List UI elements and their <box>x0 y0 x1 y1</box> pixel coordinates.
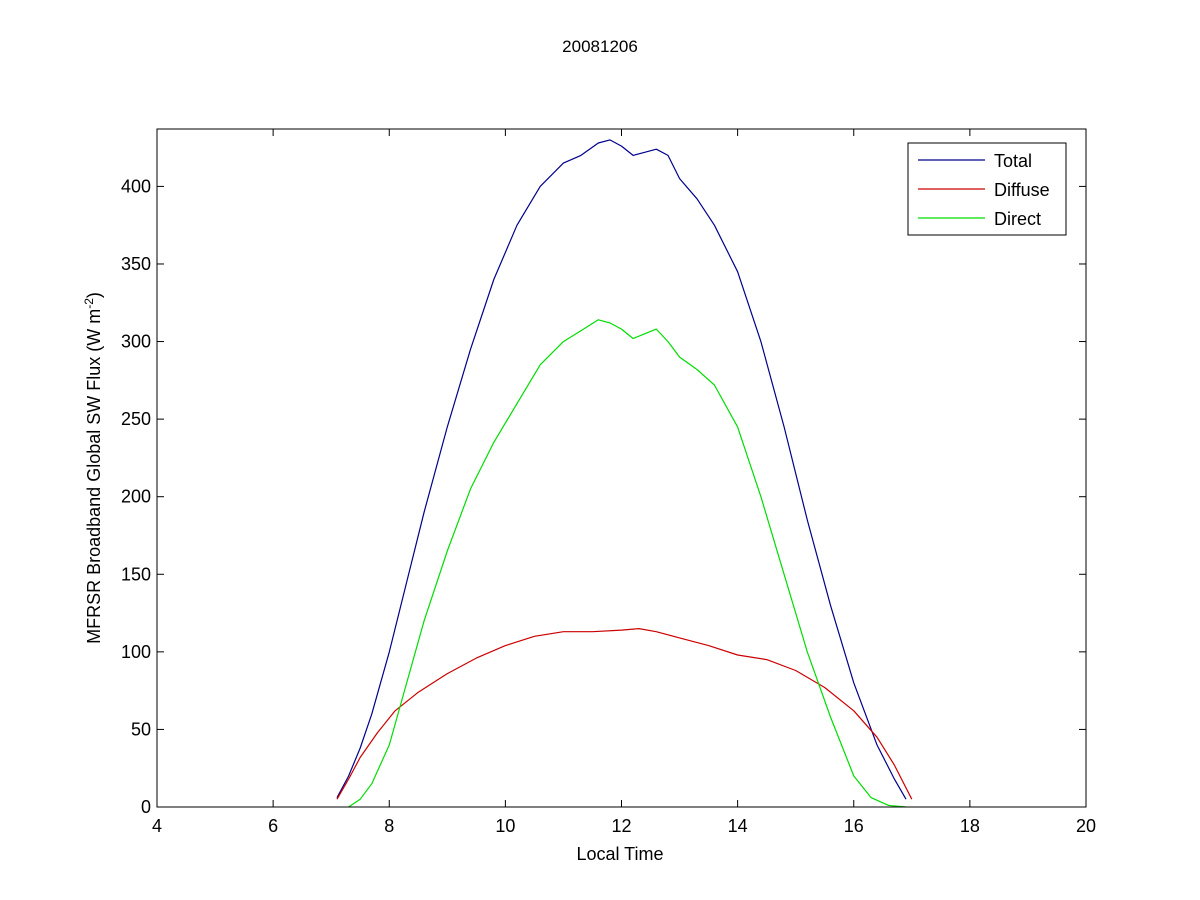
x-tick-label: 14 <box>728 816 748 836</box>
y-axis-label-sup: -2 <box>82 298 96 309</box>
y-tick-label: 0 <box>141 797 151 817</box>
y-axis-label-main: MFRSR Broadband Global SW Flux (W m <box>84 309 104 644</box>
x-tick-label: 10 <box>495 816 515 836</box>
series-line-diffuse <box>336 627 913 800</box>
y-tick-label: 250 <box>121 409 151 429</box>
legend: Total Diffuse Direct <box>907 142 1067 236</box>
series-layer <box>336 139 913 808</box>
legend-label-diffuse: Diffuse <box>994 180 1050 200</box>
y-tick-label: 100 <box>121 642 151 662</box>
plot-area <box>157 129 1086 807</box>
y-axis-ticks: 0 50 100 150 200 250 300 350 400 <box>121 176 1086 817</box>
x-tick-label: 8 <box>384 816 394 836</box>
x-tick-label: 6 <box>268 816 278 836</box>
x-axis-ticks: 4 6 8 10 12 14 16 18 20 <box>152 129 1096 836</box>
y-tick-label: 200 <box>121 487 151 507</box>
x-tick-label: 20 <box>1076 816 1096 836</box>
y-axis-label-close: ) <box>84 292 104 298</box>
x-tick-label: 16 <box>844 816 864 836</box>
legend-label-direct: Direct <box>994 209 1041 229</box>
x-axis-label: Local Time <box>576 844 663 864</box>
y-tick-label: 350 <box>121 254 151 274</box>
x-tick-label: 18 <box>960 816 980 836</box>
y-tick-label: 300 <box>121 332 151 352</box>
series-line-direct <box>348 319 907 808</box>
chart-title: 20081206 <box>562 37 638 56</box>
y-tick-label: 400 <box>121 176 151 196</box>
y-tick-label: 50 <box>131 719 151 739</box>
legend-label-total: Total <box>994 151 1032 171</box>
y-axis-label: MFRSR Broadband Global SW Flux (W m-2) <box>82 292 104 644</box>
x-tick-label: 12 <box>611 816 631 836</box>
y-tick-label: 150 <box>121 564 151 584</box>
series-line-total <box>336 139 907 800</box>
x-tick-label: 4 <box>152 816 162 836</box>
